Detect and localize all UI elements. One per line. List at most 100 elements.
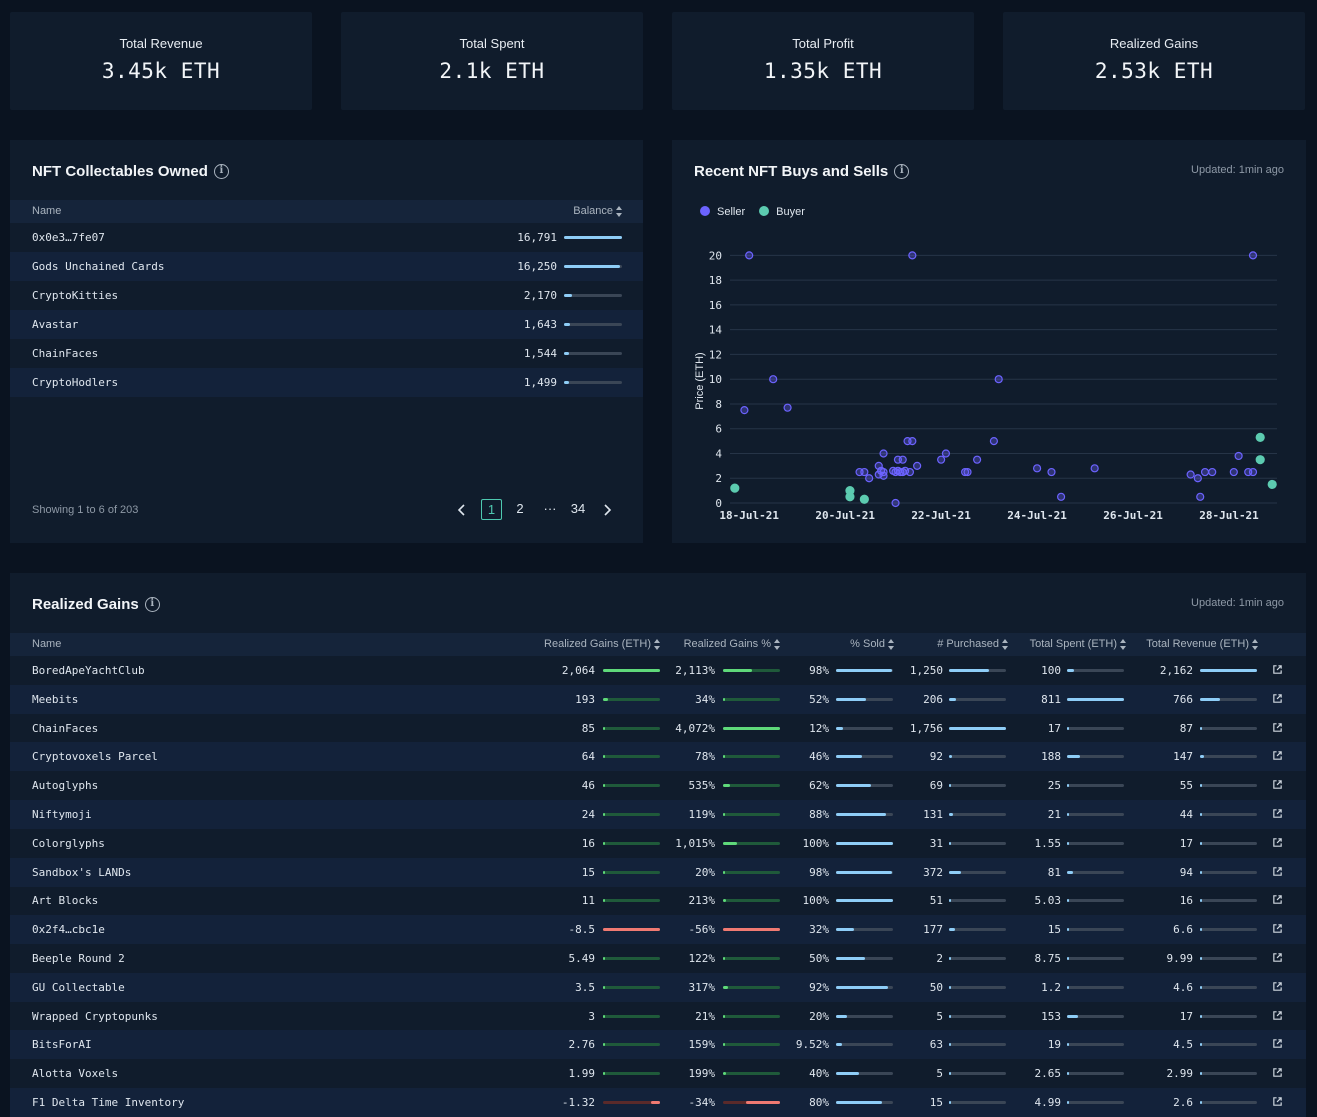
sort-icon[interactable]	[888, 638, 895, 650]
y-tick-label: 8	[715, 398, 722, 411]
table-row[interactable]: Meebits 193 34% 52% 206 811 766	[10, 684, 1306, 714]
balance-value: 1,643	[523, 318, 557, 331]
sold-bar-fill	[836, 841, 893, 845]
purchased-bar-fill	[949, 899, 951, 903]
y-tick-label: 16	[709, 299, 722, 312]
purchased-value: 5	[936, 1067, 943, 1081]
table-row[interactable]: BitsForAI 2.76 159% 9.52% 63 19 4.5	[10, 1030, 1306, 1060]
table-row[interactable]: ChainFaces 1,544	[10, 339, 643, 368]
external-link-icon[interactable]	[1272, 952, 1283, 963]
revenue-bar-fill	[1200, 755, 1204, 759]
revenue-value: 2,162	[1159, 664, 1193, 677]
pct-bar-fill	[723, 985, 728, 989]
table-row[interactable]: Autoglyphs 46 535% 62% 69 25 55	[10, 771, 1306, 800]
table-row[interactable]: BoredApeYachtClub 2,064 2,113% 98% 1,250 100 2…	[10, 656, 1306, 685]
external-link-icon[interactable]	[1272, 664, 1283, 675]
sort-icon[interactable]	[1120, 638, 1127, 650]
table-row[interactable]: Wrapped Cryptopunks 3 21% 20% 5 153 17	[10, 1002, 1306, 1031]
sold-bar	[836, 669, 893, 672]
column-realized-gains-eth[interactable]: Realized Gains (ETH)	[544, 638, 661, 650]
column-total-revenue[interactable]: Total Revenue (ETH)	[1146, 638, 1259, 650]
table-row[interactable]: Avastar 1,643	[10, 310, 643, 339]
gains-value: -1.32	[561, 1096, 595, 1109]
info-icon[interactable]: i	[144, 597, 160, 612]
external-link-icon[interactable]	[1272, 837, 1283, 848]
external-link-icon[interactable]	[1272, 1067, 1283, 1078]
gains-value: 3.5	[575, 980, 595, 994]
external-link-icon[interactable]	[1272, 1010, 1283, 1021]
column-purchased[interactable]: # Purchased	[937, 638, 1009, 650]
table-row[interactable]: Gods Unchained Cards 16,250	[10, 252, 643, 281]
legend-item-buyer[interactable]: Buyer	[759, 206, 805, 218]
external-link-icon[interactable]	[1272, 894, 1283, 905]
table-row[interactable]: GU Collectable 3.5 317% 92% 50 1.2 4.6	[10, 972, 1306, 1002]
chevron-right-icon[interactable]	[601, 503, 613, 517]
table-row[interactable]: CryptoHodlers 1,499	[10, 368, 643, 397]
table-row[interactable]: Sandbox's LANDs 15 20% 98% 372 81 94	[10, 857, 1306, 887]
column-pct-sold[interactable]: % Sold	[850, 638, 895, 650]
gains-bar	[603, 985, 660, 989]
column-name[interactable]: Name	[32, 638, 62, 650]
gains-bar-fill	[603, 841, 605, 845]
table-row[interactable]: Niftymoji 24 119% 88% 131 21 44	[10, 800, 1306, 829]
page-34-button[interactable]: 34	[570, 501, 586, 516]
table-row[interactable]: F1 Delta Time Inventory -1.32 -34% 80% 15 4.9…	[10, 1088, 1306, 1117]
revenue-bar	[1200, 1072, 1257, 1076]
info-icon[interactable]: i	[213, 164, 229, 179]
column-total-spent[interactable]: Total Spent (ETH)	[1030, 638, 1127, 650]
external-link-icon[interactable]	[1272, 866, 1283, 877]
external-link-icon[interactable]	[1272, 779, 1283, 790]
external-link-icon[interactable]	[1272, 808, 1283, 819]
column-realized-gains-pct[interactable]: Realized Gains %	[684, 638, 781, 650]
sort-icon[interactable]	[654, 638, 661, 650]
info-icon[interactable]: i	[894, 164, 910, 179]
table-row[interactable]: Cryptovoxels Parcel 64 78% 46% 92 188 147	[10, 742, 1306, 772]
column-balance[interactable]: Balance	[573, 205, 623, 217]
data-point-seller	[1248, 251, 1258, 260]
external-link-icon[interactable]	[1272, 981, 1283, 992]
table-row[interactable]: 0x0e3…7fe07 16,791	[10, 223, 643, 252]
gains-bar-fill	[603, 1014, 605, 1018]
external-link-icon[interactable]	[1272, 923, 1283, 934]
collection-name: ChainFaces	[32, 721, 99, 735]
table-row[interactable]: 0x2f4…cbc1e -8.5 -56% 32% 177 15 6.6	[10, 915, 1306, 945]
pct-bar	[723, 669, 780, 672]
gains-bar	[603, 870, 660, 874]
external-link-icon[interactable]	[1272, 1096, 1283, 1107]
table-row[interactable]: Beeple Round 2 5.49 122% 50% 2 8.75 9.99	[10, 944, 1306, 973]
spent-bar	[1067, 899, 1124, 903]
spent-bar-fill	[1067, 957, 1069, 960]
sort-icon[interactable]	[1252, 638, 1259, 650]
table-row[interactable]: Alotta Voxels 1.99 199% 40% 5 2.65 2.99	[10, 1059, 1306, 1088]
table-row[interactable]: CryptoKitties 2,170	[10, 281, 643, 310]
table-row[interactable]: Art Blocks 11 213% 100% 51 5.03 16	[10, 886, 1306, 915]
spent-bar-fill	[1067, 784, 1069, 788]
external-link-icon[interactable]	[1272, 693, 1283, 704]
legend-item-seller[interactable]: Seller	[700, 206, 745, 218]
table-row[interactable]: ChainFaces 85 4,072% 12% 1,756 17 87	[10, 714, 1306, 743]
external-link-icon[interactable]	[1272, 1038, 1283, 1049]
page-ellipsis[interactable]: ···	[543, 501, 557, 516]
revenue-bar-fill	[1200, 1014, 1202, 1018]
external-link-icon[interactable]	[1272, 722, 1283, 733]
spent-value: 17	[1047, 721, 1061, 735]
purchased-bar	[949, 784, 1006, 788]
kpi-realized-gains: Realized Gains 2.53k ETH	[1003, 12, 1305, 110]
sort-icon[interactable]	[616, 205, 623, 217]
sort-icon[interactable]	[1002, 638, 1009, 650]
x-tick-label: 28-Jul-21	[1199, 509, 1259, 522]
page-2-button[interactable]: 2	[516, 501, 524, 516]
spent-value: 15	[1047, 923, 1061, 937]
chevron-left-icon[interactable]	[456, 503, 468, 517]
purchased-value: 63	[929, 1038, 943, 1052]
page-1-button[interactable]: 1	[481, 499, 502, 520]
balance-bar-fill	[564, 236, 622, 239]
external-link-icon[interactable]	[1272, 750, 1283, 761]
column-name[interactable]: Name	[32, 205, 62, 217]
data-point-seller	[1056, 492, 1066, 501]
purchased-bar	[949, 1014, 1006, 1018]
table-row[interactable]: Colorglyphs 16 1,015% 100% 31 1.55 17	[10, 829, 1306, 858]
balance-value: 2,170	[523, 289, 557, 302]
pct-bar-fill	[723, 726, 780, 730]
sort-icon[interactable]	[774, 638, 781, 650]
